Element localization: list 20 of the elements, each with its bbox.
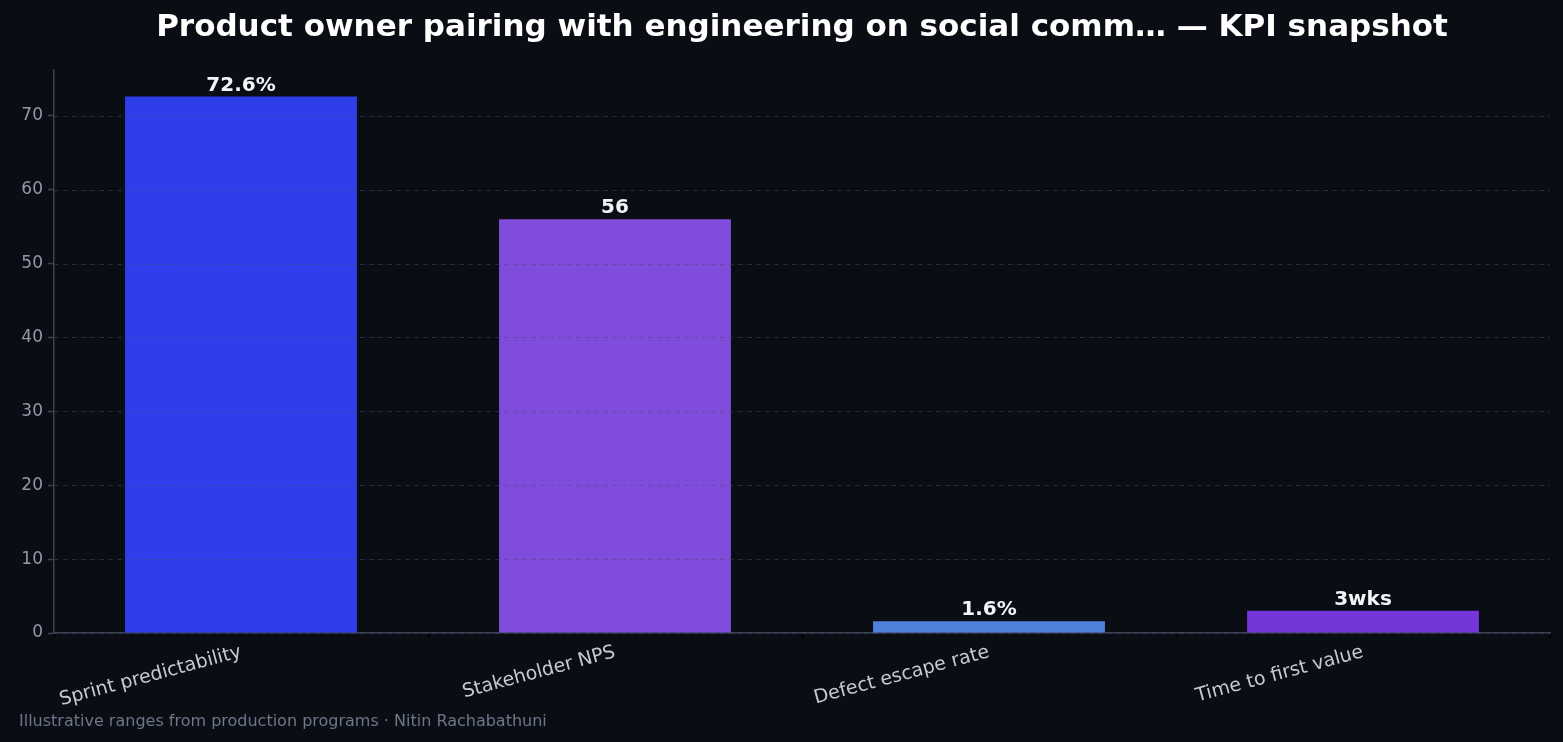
- y-tick-label: 0: [32, 621, 43, 642]
- y-tick-label: 20: [21, 473, 43, 494]
- data-label: 3wks: [1334, 586, 1392, 611]
- bar: [873, 621, 1105, 633]
- y-tick-label: 40: [21, 325, 43, 346]
- chart-title: Product owner pairing with engineering on social comm… — KPI snapshot: [156, 7, 1449, 44]
- bar: [1247, 610, 1479, 633]
- x-tick-label: Defect escape rate: [811, 639, 992, 708]
- bar: [125, 96, 357, 633]
- y-tick-label: 50: [21, 252, 43, 272]
- y-tick-label: 10: [21, 547, 43, 568]
- data-label: 56: [601, 194, 629, 219]
- data-label: 72.6%: [206, 71, 276, 96]
- x-tick-label: Time to first value: [1191, 639, 1366, 706]
- text: Illustrative ranges from production programs · Nitin Rachabathuni: [19, 711, 547, 730]
- bar: [499, 219, 731, 633]
- y-tick-label: 30: [21, 399, 43, 420]
- data-label: 1.6%: [961, 596, 1017, 621]
- y-tick-label: 60: [21, 178, 43, 199]
- y-tick-label: 70: [21, 104, 43, 125]
